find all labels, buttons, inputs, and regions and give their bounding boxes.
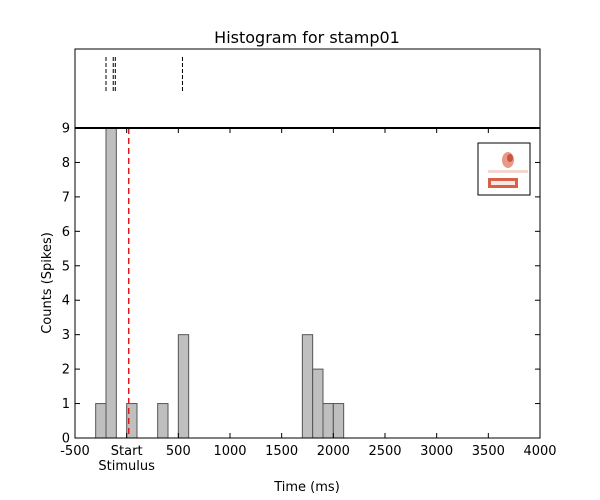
histogram-bar-3 [157, 403, 169, 439]
histogram-frame [74, 127, 541, 439]
y-tick-label-7: 7 [62, 190, 70, 205]
y-tick-label-1: 1 [62, 397, 70, 412]
histogram-bar-1 [105, 127, 117, 439]
raster-panel [74, 48, 541, 129]
histogram-bar-5 [301, 334, 314, 439]
x-tick-label-3: 1000 [213, 444, 246, 459]
histogram-bar-7 [322, 403, 334, 439]
legend-logo-icon [488, 152, 528, 188]
histogram-bar-6 [312, 368, 324, 439]
y-tick-label-2: 2 [62, 363, 70, 378]
x-tick-label-2: 500 [166, 444, 191, 459]
x-tick-label-0: -500 [60, 444, 90, 459]
x-tick-label-7: 3000 [420, 444, 453, 459]
y-tick-label-9: 9 [62, 122, 70, 137]
raster-spikes [105, 57, 183, 93]
y-tick-label-5: 5 [62, 259, 70, 274]
x-axis-label: Time (ms) [273, 480, 340, 495]
y-tick-label-8: 8 [62, 156, 70, 171]
histogram-bar-8 [332, 403, 345, 439]
y-tick-label-6: 6 [62, 225, 70, 240]
y-tick-label-4: 4 [62, 294, 70, 309]
histogram-bar-0 [95, 403, 107, 439]
x-tick-label-6: 2500 [368, 444, 401, 459]
x-tick-label-9: 4000 [523, 444, 556, 459]
chart-title: Histogram for stamp01 [214, 28, 400, 47]
x-tick-label-1: Start [111, 444, 143, 459]
y-tick-label-0: 0 [62, 432, 70, 447]
y-axis: 0 1 2 3 4 5 6 7 8 9 [62, 122, 540, 447]
x-tick-label-4: 1500 [265, 444, 298, 459]
y-axis-label: Counts (Spikes) [40, 232, 55, 334]
x-tick-label-5: 2000 [317, 444, 350, 459]
x-tick-label-8: 3500 [472, 444, 505, 459]
legend [477, 142, 531, 196]
x-tick-sublabel-1: Stimulus [98, 459, 155, 474]
histogram-bar-4 [177, 334, 190, 439]
y-tick-label-3: 3 [62, 328, 70, 343]
